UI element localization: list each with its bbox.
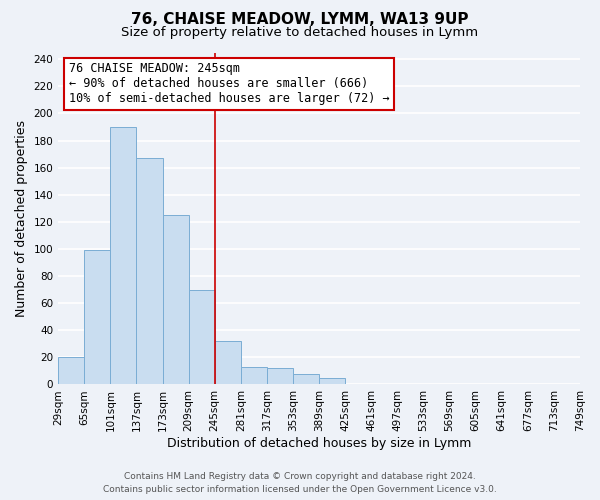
- Bar: [215, 341, 241, 384]
- Bar: [84, 250, 110, 384]
- Bar: [163, 215, 188, 384]
- Text: Size of property relative to detached houses in Lymm: Size of property relative to detached ho…: [121, 26, 479, 39]
- Y-axis label: Number of detached properties: Number of detached properties: [15, 120, 28, 317]
- Bar: [293, 374, 319, 384]
- Bar: [188, 290, 215, 384]
- X-axis label: Distribution of detached houses by size in Lymm: Distribution of detached houses by size …: [167, 437, 471, 450]
- Bar: [267, 368, 293, 384]
- Bar: [241, 367, 267, 384]
- Text: Contains HM Land Registry data © Crown copyright and database right 2024.
Contai: Contains HM Land Registry data © Crown c…: [103, 472, 497, 494]
- Text: 76, CHAISE MEADOW, LYMM, WA13 9UP: 76, CHAISE MEADOW, LYMM, WA13 9UP: [131, 12, 469, 28]
- Text: 76 CHAISE MEADOW: 245sqm
← 90% of detached houses are smaller (666)
10% of semi-: 76 CHAISE MEADOW: 245sqm ← 90% of detach…: [68, 62, 389, 106]
- Bar: [136, 158, 163, 384]
- Bar: [110, 127, 136, 384]
- Bar: [319, 378, 345, 384]
- Bar: [58, 358, 84, 384]
